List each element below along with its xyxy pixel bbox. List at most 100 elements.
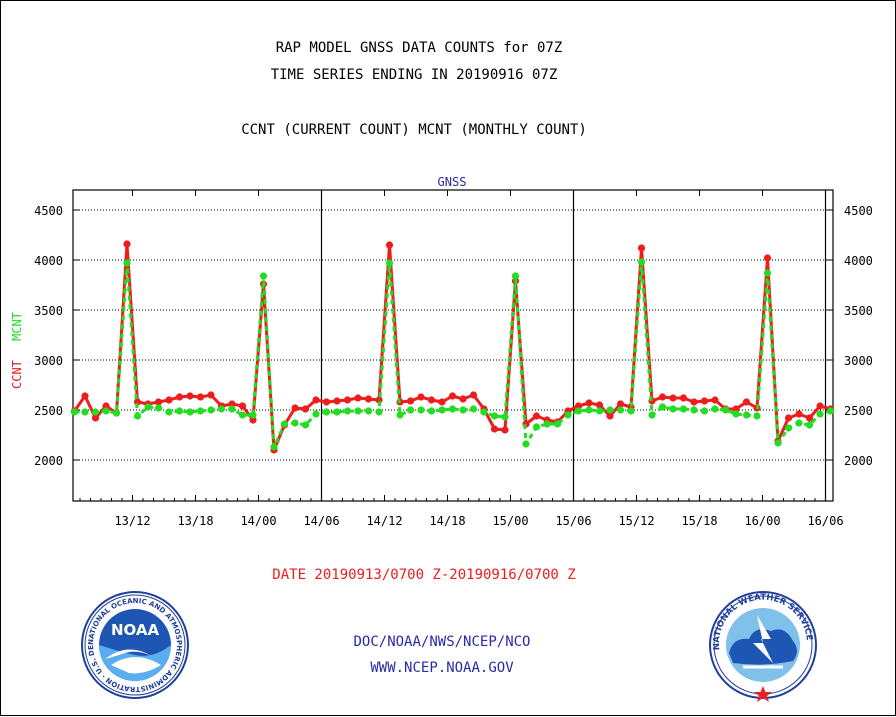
data-point-mcnt [343, 407, 352, 415]
data-point-mcnt [490, 412, 499, 420]
y-tick-label-right: 2000 [844, 454, 873, 468]
data-point-ccnt [228, 400, 236, 408]
data-point-ccnt [637, 244, 646, 252]
y-tick-label-left: 3000 [34, 354, 63, 368]
y-axis-label-mcnt: MCNT [10, 312, 24, 341]
data-point-mcnt [375, 408, 383, 416]
x-tick-label: 15/00 [492, 514, 528, 528]
data-point-mcnt [249, 411, 257, 419]
data-point-mcnt [207, 406, 215, 414]
data-point-ccnt [249, 416, 257, 424]
data-point-mcnt [763, 269, 772, 277]
data-point-mcnt [742, 411, 751, 419]
data-point-mcnt [690, 406, 698, 414]
data-point-mcnt [595, 407, 604, 415]
data-point-ccnt [438, 398, 446, 406]
data-point-mcnt [700, 407, 709, 415]
data-point-mcnt [532, 423, 541, 431]
data-point-mcnt [753, 412, 761, 420]
data-point-mcnt [259, 272, 268, 280]
data-point-ccnt [91, 414, 100, 422]
data-point-mcnt [81, 408, 89, 416]
data-point-mcnt [406, 406, 415, 414]
data-point-ccnt [532, 412, 541, 420]
data-point-ccnt [343, 396, 352, 404]
x-tick-label: 13/18 [177, 514, 213, 528]
data-point-mcnt [417, 406, 425, 414]
data-point-mcnt [564, 411, 572, 419]
data-point-ccnt [574, 402, 583, 410]
data-point-ccnt [816, 402, 824, 410]
data-point-mcnt [312, 410, 320, 418]
data-point-mcnt [805, 421, 814, 429]
chart-title-line2: TIME SERIES ENDING IN 20190916 07Z [271, 67, 558, 83]
y-tick-label-left: 2500 [34, 404, 63, 418]
data-point-ccnt [186, 392, 194, 400]
data-point-mcnt [364, 407, 373, 415]
data-point-ccnt [238, 402, 247, 410]
y-axis-label-ccnt: CCNT [10, 360, 24, 389]
series-line-ccnt [73, 242, 831, 452]
data-point-mcnt [501, 413, 509, 421]
data-point-ccnt [354, 394, 362, 402]
data-point-mcnt [427, 407, 436, 415]
data-point-mcnt [543, 420, 551, 428]
x-tick-label: 14/18 [429, 514, 465, 528]
noaa-logo: NATIONAL OCEANIC AND ATMOSPHERIC ADMINIS… [81, 591, 189, 699]
data-point-mcnt [354, 407, 362, 415]
star-icon [754, 686, 772, 702]
plot-frame [72, 189, 834, 502]
data-point-ccnt [207, 391, 215, 399]
x-tick-label: 15/18 [681, 514, 717, 528]
data-point-ccnt [585, 399, 593, 407]
nws-logo: NATIONAL WEATHER SERVICE [709, 591, 817, 702]
x-tick-label: 14/06 [303, 514, 339, 528]
data-point-mcnt [133, 412, 142, 420]
data-point-mcnt [175, 407, 184, 415]
data-point-ccnt [490, 425, 499, 433]
data-point-ccnt [711, 396, 719, 404]
data-point-mcnt [658, 403, 667, 411]
data-point-mcnt [679, 405, 688, 413]
data-point-ccnt [291, 404, 299, 412]
panel-title: GNSS [438, 175, 467, 189]
y-tick-label-left: 4000 [34, 254, 63, 268]
data-point-mcnt [165, 408, 173, 416]
data-point-ccnt [81, 392, 89, 400]
data-point-ccnt [732, 405, 740, 413]
data-point-mcnt [322, 408, 331, 416]
data-point-ccnt [795, 410, 803, 418]
x-tick-label: 13/12 [114, 514, 150, 528]
x-tick-label: 16/06 [807, 514, 843, 528]
data-point-ccnt [196, 393, 205, 401]
data-point-mcnt [795, 419, 803, 427]
y-tick-label-right: 2500 [844, 404, 873, 418]
data-point-mcnt [70, 408, 79, 416]
data-point-ccnt [501, 426, 509, 434]
data-point-mcnt [816, 410, 824, 418]
data-point-mcnt [228, 405, 236, 413]
data-point-ccnt [690, 398, 698, 406]
data-point-mcnt [270, 443, 278, 451]
data-point-mcnt [511, 272, 520, 280]
x-tick-label: 15/06 [555, 514, 591, 528]
series-layer [70, 240, 835, 454]
data-point-ccnt [448, 392, 457, 400]
data-point-ccnt [102, 402, 110, 410]
url-line: WWW.NCEP.NOAA.GOV [370, 660, 514, 676]
data-point-mcnt [574, 407, 583, 415]
y-tick-label-right: 4000 [844, 254, 873, 268]
data-point-mcnt [732, 410, 740, 418]
y-tick-label-left: 3500 [34, 304, 63, 318]
data-point-ccnt [385, 241, 394, 249]
data-point-mcnt [669, 405, 677, 413]
data-point-mcnt [616, 406, 625, 414]
date-range-label: DATE 20190913/0700 Z-20190916/0700 Z [272, 567, 575, 583]
data-point-mcnt [637, 258, 646, 266]
data-point-ccnt [333, 397, 341, 405]
data-point-mcnt [291, 419, 299, 427]
data-point-mcnt [217, 405, 226, 413]
data-point-mcnt [448, 405, 457, 413]
